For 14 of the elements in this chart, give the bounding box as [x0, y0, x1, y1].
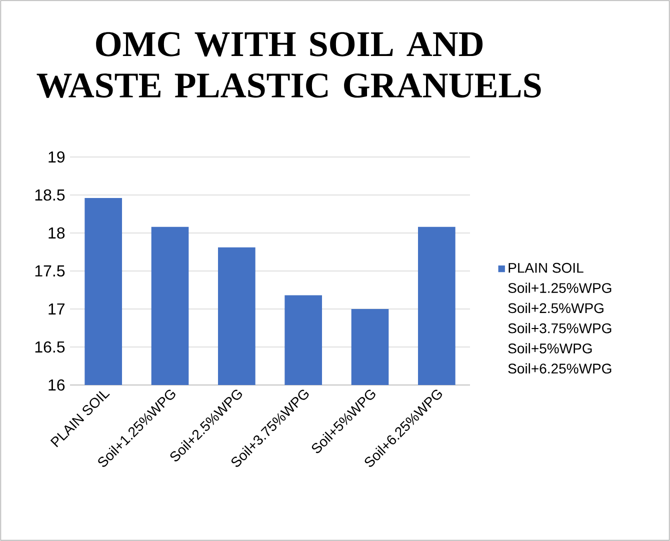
y-tick-label: 18: [48, 227, 65, 239]
text: Soil+3.75%WPG: [508, 322, 612, 334]
chart-title: OMC WITH SOIL AND WASTE PLASTIC GRANUELS: [36, 32, 541, 98]
text: Soil+5%WPG: [508, 343, 592, 354]
text: Soil+6.25%WPG: [508, 363, 612, 374]
y-tick-label: 19: [48, 151, 65, 163]
y-tick-label: 16: [48, 379, 65, 391]
text: Soil+1.25%WPG: [508, 282, 612, 293]
y-tick-label: 17: [48, 303, 64, 314]
legend-label: PLAIN SOIL: [508, 262, 584, 273]
y-tick-label: 17.5: [35, 265, 65, 277]
text: Soil+2.5%WPG: [508, 302, 604, 314]
y-tick-label: 18.5: [35, 189, 65, 201]
y-tick-label: 16.5: [35, 341, 65, 353]
